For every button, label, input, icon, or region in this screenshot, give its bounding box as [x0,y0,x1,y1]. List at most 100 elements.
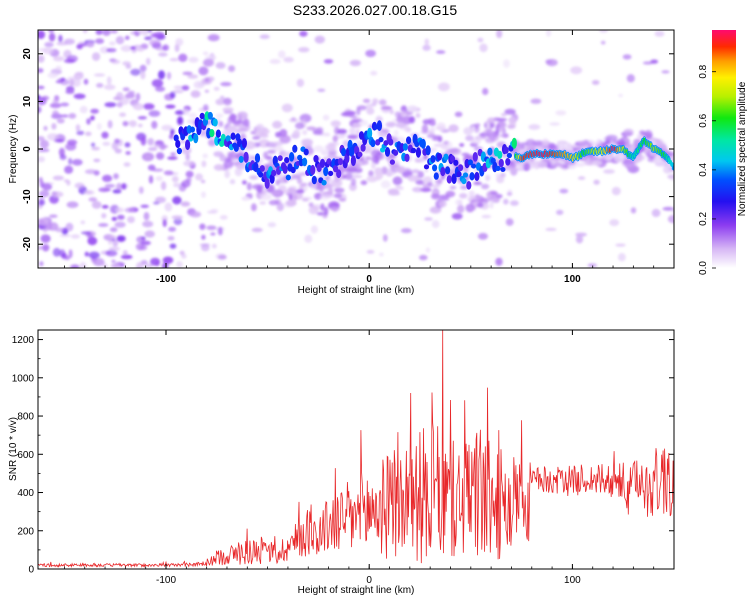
spectrogram-cell [537,161,548,169]
spectrogram-cell [298,47,310,53]
spectrogram-cell [498,129,504,133]
spectrogram-cell [587,263,598,268]
spectrogram-cell [431,193,440,200]
spectrogram-cell [388,191,401,196]
spectrogram-ridge-cell [445,166,451,175]
spectrogram-cell [102,30,111,36]
spectrogram-cell [352,122,362,128]
spectrogram-cell [443,140,449,145]
spectrogram-cell [171,215,183,220]
spectrogram-cell [122,250,128,256]
spectrogram-cell [124,207,135,213]
spectrogram-cell [161,215,168,222]
spectrogram-cell [241,119,249,126]
spectrogram-cell [93,73,106,77]
spectrogram-cell [155,86,166,92]
spectrogram-cell [375,171,384,180]
spectrogram-cell [593,179,600,185]
spectrogram-cell [86,118,91,125]
spectrogram-cell [259,201,267,205]
spectrogram-cell [189,211,202,218]
spectrogram-cell [427,182,433,186]
spectrogram-ridge-cell [292,144,298,153]
spectrogram-cell [65,222,74,232]
spectrogram-ridge-cell [474,171,480,181]
spectrogram-cell [379,252,384,257]
spectrogram-cell [626,74,635,83]
spectrogram-cell [42,47,54,55]
spectrogram-ridge-cell [461,178,467,185]
spectrogram-cell [435,126,446,130]
spectrogram-cell [99,46,110,54]
spectrogram-cell [424,217,433,221]
spectrogram-cell [546,30,552,37]
spectrogram-cell [400,110,407,117]
spectrogram-cell [116,182,122,192]
spectrogram-cell [52,110,59,117]
spectrogram-cell [503,198,509,205]
spectrogram-cell [47,72,59,79]
spectrogram-cell [109,227,118,233]
spectrogram-cell [171,176,179,183]
spectrogram-cell [121,183,127,190]
spectrogram-cell [147,138,155,146]
spectrogram-cell [300,182,308,187]
spectrogram-cell [260,193,272,201]
spectrogram-cell [398,186,404,191]
spectrogram-cell [55,65,62,71]
spectrogram-cell [71,78,81,87]
spectrogram-cell [178,53,188,62]
spectrogram-cell [278,50,286,59]
spectrogram-cell [228,65,236,72]
spectrogram-cell [479,43,488,53]
spectrogram-cell [111,259,116,263]
spectrogram-ridge-cell [430,155,436,163]
spectrogram-cell [140,70,146,80]
spectrogram-cell [153,144,161,148]
spectrogram-ridge-cell [241,138,247,149]
y-tick-label: 0 [22,146,33,152]
spectrogram-cell [644,129,653,138]
spectrogram-cell [385,121,396,128]
spectrogram-cell [317,88,326,93]
spectrogram-ridge-cell [383,140,389,146]
spectrogram-cell [113,173,119,180]
spectrogram-cell [38,106,42,114]
spectrogram-cell [528,124,541,130]
spectrogram-cell [451,213,463,220]
spectrogram-cell [476,202,484,208]
spectrogram-cell [167,236,175,241]
spectrogram-cell [304,234,313,243]
spectrogram-cell [93,158,101,163]
spectrogram-cell [49,214,58,218]
spectrogram-cell [145,57,151,66]
spectrogram-cell [469,206,477,211]
spectrogram-cell [90,115,95,121]
spectrogram-ridge-cell [212,118,218,127]
spectrogram-cell [523,162,531,172]
spectrogram-cell [59,233,71,238]
spectrogram-cell [44,42,54,48]
spectrogram-cell [38,55,45,63]
spectrogram-cell [41,183,53,191]
spectrogram-cell [267,149,276,154]
spectrogram-cell [106,48,117,53]
spectrogram-cell [199,243,211,247]
spectrogram-cell [407,105,418,113]
spectrogram-ridge-cell [402,143,408,151]
spectrogram-cell [285,199,297,207]
spectrogram-cell [480,197,492,202]
spectrogram-cell [39,261,44,267]
spectrogram-cell [153,31,165,39]
spectrogram-cell [206,225,217,231]
spectrogram-cell [421,124,429,134]
spectrogram-ridge-cell [303,148,309,156]
spectrogram-cell [130,68,141,76]
spectrogram-cell [201,234,206,240]
spectrogram-cell [91,142,96,148]
spectrogram-cell [258,134,269,138]
y-tick-label: 400 [17,488,34,499]
spectrogram-cell [80,231,92,235]
spectrogram-ridge-cell [471,163,477,169]
spectrogram-cell [96,83,104,88]
